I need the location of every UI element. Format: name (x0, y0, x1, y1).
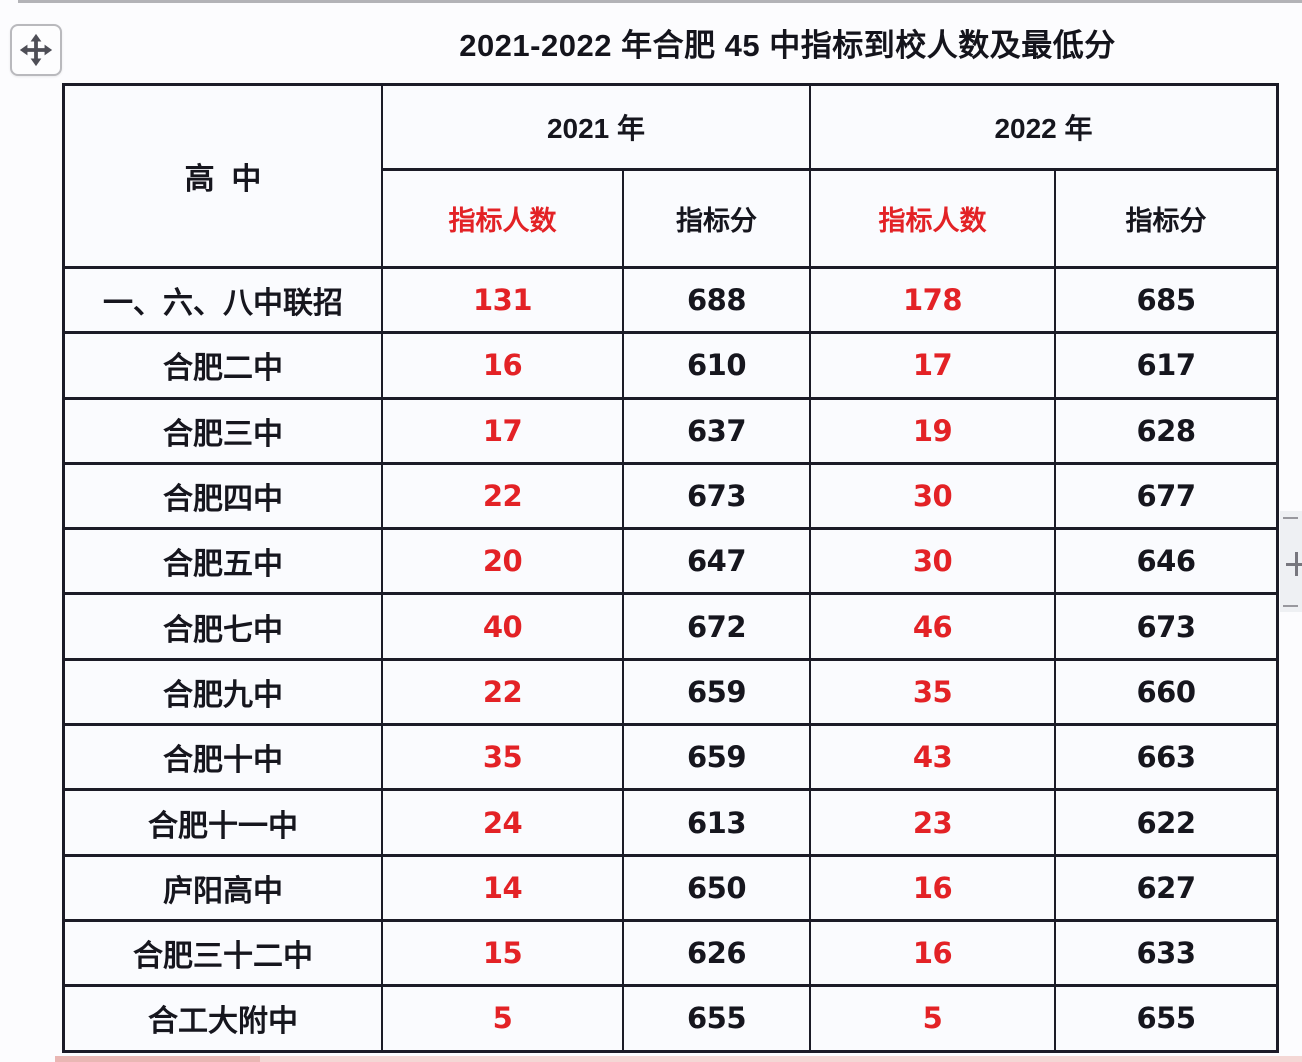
school-name-cell: 合工大附中 (65, 987, 381, 1050)
school-name-cell: 庐阳高中 (65, 856, 381, 919)
quota-score-2022-cell: 673 (1056, 595, 1276, 658)
scrollbar-tick-top (1283, 517, 1298, 519)
quota-score-2021-cell: 672 (624, 595, 809, 658)
quota-count-2022-cell: 46 (811, 595, 1054, 658)
year-2022-header-cell: 2022 年 (811, 86, 1276, 168)
school-name-cell: 合肥二中 (65, 334, 381, 397)
school-name-cell: 合肥三中 (65, 399, 381, 462)
quota-score-2022-cell: 617 (1056, 334, 1276, 397)
quota-count-2022-cell: 16 (811, 921, 1054, 985)
quota-score-2021-cell: 637 (624, 399, 809, 462)
quota-score-2021-cell: 655 (624, 987, 809, 1050)
quota-count-2022-cell: 23 (811, 791, 1054, 854)
quota-count-2022-header: 指标人数 (811, 171, 1054, 266)
quota-count-2021-cell: 40 (383, 595, 622, 658)
quota-count-2021-cell: 5 (383, 987, 622, 1050)
quota-count-2022-cell: 17 (811, 334, 1054, 397)
school-name-cell: 合肥十一中 (65, 791, 381, 854)
quota-count-2022-cell: 19 (811, 399, 1054, 462)
school-name-cell: 合肥五中 (65, 530, 381, 593)
quota-count-2021-cell: 22 (383, 660, 622, 724)
quota-score-2022-cell: 685 (1056, 269, 1276, 332)
quota-count-2022-cell: 178 (811, 269, 1054, 332)
year-2021-header-cell: 2021 年 (383, 86, 809, 168)
move-icon (17, 31, 55, 69)
quota-count-2021-cell: 17 (383, 399, 622, 462)
plus-icon (1286, 563, 1302, 566)
quota-count-2022-cell: 35 (811, 660, 1054, 724)
quota-score-2021-cell: 688 (624, 269, 809, 332)
quota-count-2021-cell: 16 (383, 334, 622, 397)
school-name-cell: 合肥十中 (65, 726, 381, 789)
school-name-cell: 合肥四中 (65, 464, 381, 528)
quota-score-2022-cell: 622 (1056, 791, 1276, 854)
quota-score-2022-cell: 663 (1056, 726, 1276, 789)
quota-count-2022-cell: 30 (811, 464, 1054, 528)
school-name-cell: 合肥三十二中 (65, 921, 381, 985)
quota-count-2022-cell: 43 (811, 726, 1054, 789)
quota-score-2022-cell: 655 (1056, 987, 1276, 1050)
quota-count-2021-cell: 131 (383, 269, 622, 332)
quota-count-2022-cell: 30 (811, 530, 1054, 593)
quota-score-2022-cell: 633 (1056, 921, 1276, 985)
bottom-pink-strip (260, 1056, 1302, 1062)
quota-score-2021-cell: 659 (624, 726, 809, 789)
quota-count-2021-cell: 20 (383, 530, 622, 593)
quota-count-2021-header: 指标人数 (383, 171, 622, 266)
table-move-handle[interactable] (10, 24, 62, 76)
school-name-cell: 合肥七中 (65, 595, 381, 658)
quota-score-2022-cell: 627 (1056, 856, 1276, 919)
quota-score-2022-cell: 660 (1056, 660, 1276, 724)
bottom-pink-strip (55, 1056, 260, 1062)
quota-score-2021-header: 指标分 (624, 171, 809, 266)
quota-score-2021-cell: 647 (624, 530, 809, 593)
window-top-divider (18, 0, 1302, 3)
school-name-cell: 合肥九中 (65, 660, 381, 724)
quota-score-2021-cell: 613 (624, 791, 809, 854)
quota-count-2022-cell: 16 (811, 856, 1054, 919)
quota-score-2022-header: 指标分 (1056, 171, 1276, 266)
quota-score-2021-cell: 650 (624, 856, 809, 919)
quota-score-2022-cell: 628 (1056, 399, 1276, 462)
quota-score-2021-cell: 673 (624, 464, 809, 528)
school-name-cell: 一、六、八中联招 (65, 269, 381, 332)
quota-count-2021-cell: 14 (383, 856, 622, 919)
right-scrollbar-strip[interactable] (1280, 511, 1302, 612)
scrollbar-tick-bottom (1283, 605, 1298, 607)
quota-score-2021-cell: 610 (624, 334, 809, 397)
quota-count-2021-cell: 15 (383, 921, 622, 985)
quota-count-2021-cell: 24 (383, 791, 622, 854)
page-title: 2021-2022 年合肥 45 中指标到校人数及最低分 (459, 28, 1116, 63)
quota-score-2022-cell: 677 (1056, 464, 1276, 528)
quota-table: 高 中 2021 年 2022 年 指标人数 指标分 指标人数 指标分 一、六、… (62, 83, 1279, 1053)
quota-count-2021-cell: 35 (383, 726, 622, 789)
quota-score-2021-cell: 659 (624, 660, 809, 724)
quota-score-2022-cell: 646 (1056, 530, 1276, 593)
quota-count-2021-cell: 22 (383, 464, 622, 528)
corner-header-cell: 高 中 (65, 86, 381, 266)
quota-count-2022-cell: 5 (811, 987, 1054, 1050)
quota-score-2021-cell: 626 (624, 921, 809, 985)
